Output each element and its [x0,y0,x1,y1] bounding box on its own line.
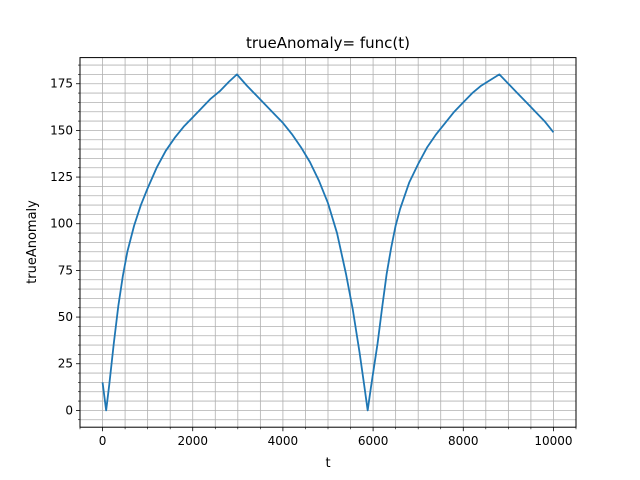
x-axis-label: t [325,456,330,471]
y-tick-label: 100 [50,217,73,231]
y-tick-label: 50 [58,310,73,324]
grid [79,57,577,428]
y-tick-label: 175 [50,77,73,91]
y-tick-label: 150 [50,123,73,137]
x-tick-label: 0 [99,434,107,448]
y-axis-label: trueAnomaly [25,200,40,284]
y-tick-label: 125 [50,170,73,184]
x-tick-label: 4000 [268,434,299,448]
x-tick-label: 2000 [177,434,208,448]
plot-area [101,73,555,412]
x-tick-label: 8000 [448,434,479,448]
y-tick-label: 25 [58,357,73,371]
x-tick-label: 6000 [358,434,389,448]
y-tick-label: 0 [65,403,73,417]
series-line [101,73,555,412]
y-tick-label: 75 [58,263,73,277]
chart-title: trueAnomaly= func(t) [246,34,410,52]
x-axis: 0 2000 4000 6000 8000 10000 [79,427,577,448]
y-axis: 0 25 50 75 100 125 150 175 [50,64,80,421]
x-tick-label: 10000 [534,434,572,448]
